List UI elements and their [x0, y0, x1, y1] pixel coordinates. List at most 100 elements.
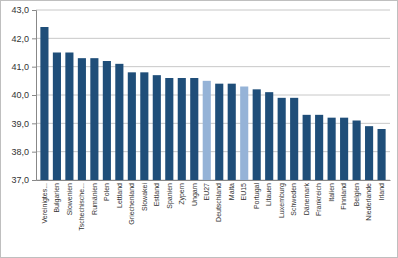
- x-tick-label: Portugal: [253, 183, 261, 210]
- y-tick: 37,0: [11, 175, 36, 185]
- bar: [115, 64, 123, 180]
- x-tick-label: EU15: [240, 183, 247, 201]
- x-tick-label: Schweden: [290, 183, 297, 216]
- y-tick-mark: [32, 152, 36, 153]
- grid-line: [36, 10, 390, 11]
- bar: [128, 72, 136, 180]
- y-tick-label: 43,0: [11, 5, 29, 15]
- y-tick-label: 42,0: [11, 34, 29, 44]
- bar: [153, 75, 161, 180]
- bar: [240, 87, 248, 181]
- x-tick-label: Lettland: [116, 183, 123, 208]
- bar: [303, 115, 311, 180]
- y-tick-mark: [32, 95, 36, 96]
- x-tick: Tschechische...: [78, 180, 85, 231]
- x-tick-label: Slowakei: [141, 183, 148, 211]
- bar: [265, 92, 273, 180]
- x-tick-label: Spanien: [166, 183, 174, 209]
- y-tick-mark: [32, 10, 36, 11]
- chart: 37,0 38,0 39,0 40,0 41,0 42,0 43,0 Vereinigtes.…: [0, 0, 398, 258]
- grid-line: [36, 66, 390, 67]
- x-axis-line: [37, 180, 391, 181]
- x-tick-label: Italien: [328, 183, 335, 202]
- y-tick-mark: [32, 180, 36, 181]
- x-tick: Dänemark: [303, 180, 310, 215]
- x-tick: Slowakei: [141, 180, 148, 211]
- y-tick-mark: [32, 123, 36, 124]
- x-tick-label: Slowenien: [66, 183, 73, 215]
- x-tick: EU15: [240, 180, 247, 201]
- bar: [328, 118, 336, 180]
- x-tick-label: Belgien: [353, 183, 361, 206]
- x-tick-label: Deutschland: [215, 183, 222, 222]
- grid-line: [36, 180, 390, 181]
- x-axis: Vereinigtes... Bulgarien Slowenien Tschechi…: [37, 180, 391, 231]
- y-tick: 41,0: [11, 62, 36, 72]
- x-tick-label: Frankreich: [315, 183, 322, 216]
- bar: [228, 84, 236, 180]
- bar: [215, 84, 223, 180]
- bar: [190, 78, 198, 180]
- bars: [40, 27, 385, 180]
- grid-line: [36, 151, 390, 152]
- y-tick-label: 39,0: [11, 119, 29, 129]
- bar: [53, 53, 61, 181]
- x-tick: Slowenien: [66, 180, 73, 215]
- x-tick-label: Irland: [378, 183, 385, 201]
- x-tick-label: Tschechische...: [78, 183, 85, 231]
- x-tick-label: Griechenland: [128, 183, 135, 225]
- bar: [378, 129, 386, 180]
- x-tick: Schweden: [290, 180, 297, 216]
- x-tick: Bulgarien: [53, 180, 61, 213]
- y-tick-label: 37,0: [11, 175, 29, 185]
- x-tick-label: Finnland: [340, 183, 347, 210]
- x-tick: Portugal: [253, 180, 261, 209]
- bar: [203, 81, 211, 180]
- x-tick: Frankreich: [315, 180, 322, 216]
- bar: [253, 89, 261, 180]
- bar: [353, 121, 361, 181]
- y-axis-line: [32, 11, 37, 181]
- bar: [40, 27, 48, 180]
- bar: [278, 98, 286, 180]
- x-tick: Zypern: [178, 180, 186, 205]
- x-tick-label: Dänemark: [303, 183, 310, 216]
- y-tick: 38,0: [11, 147, 36, 157]
- y-tick: 43,0: [11, 5, 36, 15]
- x-tick-label: Rumänien: [91, 183, 98, 215]
- y-tick-label: 40,0: [11, 90, 29, 100]
- x-tick: Lettland: [116, 180, 123, 208]
- x-tick: Belgien: [353, 180, 361, 206]
- bar: [178, 78, 186, 180]
- x-tick-label: Polen: [103, 183, 110, 201]
- x-tick-label: Luxemburg: [278, 183, 286, 218]
- bar: [78, 58, 86, 180]
- bar: [65, 53, 73, 181]
- y-tick-mark: [32, 67, 36, 68]
- x-tick-label: Estland: [153, 183, 160, 206]
- bar: [290, 98, 298, 180]
- x-tick: Rumänien: [91, 180, 98, 215]
- x-tick-label: EU27: [203, 183, 210, 201]
- x-tick: Vereinigtes...: [41, 180, 49, 223]
- x-tick: Estland: [153, 180, 160, 206]
- y-tick: 40,0: [11, 90, 36, 100]
- grid: [36, 10, 390, 180]
- y-tick-label: 38,0: [11, 147, 29, 157]
- x-tick: Spanien: [166, 180, 174, 209]
- y-tick: 42,0: [11, 34, 36, 44]
- x-tick-label: Ungarn: [191, 183, 199, 206]
- y-tick-mark: [32, 38, 36, 39]
- x-tick-label: Malta: [228, 183, 235, 200]
- bar: [140, 72, 148, 180]
- y-tick: 39,0: [11, 119, 36, 129]
- grid-line: [36, 123, 390, 124]
- x-tick: Polen: [103, 180, 110, 201]
- grid-line: [36, 95, 390, 96]
- x-tick: Malta: [228, 180, 235, 200]
- x-tick-label: Zypern: [178, 183, 186, 205]
- x-tick: Niederlande: [365, 180, 372, 221]
- x-tick: Litauen: [265, 180, 272, 206]
- chart-frame: [1, 1, 398, 258]
- bar: [340, 118, 348, 180]
